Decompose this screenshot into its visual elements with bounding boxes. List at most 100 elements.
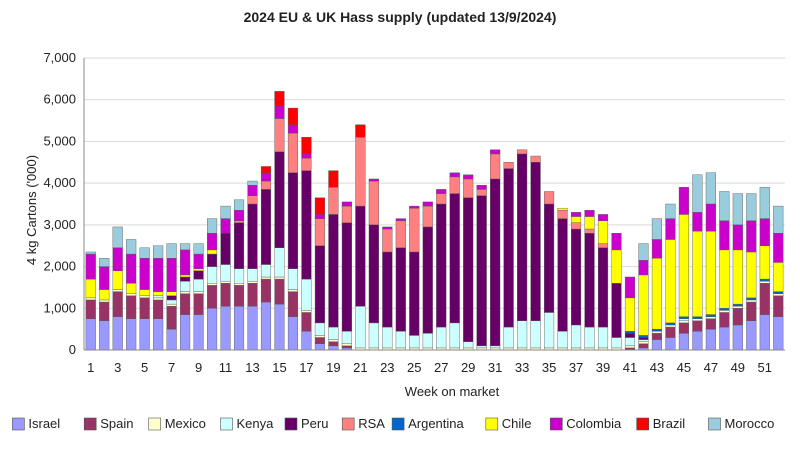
bar-segment-mexico [274, 276, 285, 280]
bar-segment-colombia [287, 124, 299, 134]
y-tick-label: 0 [69, 342, 76, 357]
y-axis-title: 4 kg Cartons ('000) [24, 155, 39, 265]
bar-segment-rsa [490, 153, 501, 180]
bar-segment-chile [139, 289, 150, 296]
bar-segment-chile [99, 289, 110, 301]
bar-segment-mexico [247, 280, 258, 284]
x-tick-label: 5 [141, 360, 148, 375]
bar-segment-peru [449, 193, 460, 324]
bar-segment-kenya [476, 345, 487, 349]
bar-segment-kenya [287, 268, 299, 290]
bar-segment-argentina [624, 331, 636, 334]
bar-segment-peru [166, 295, 177, 301]
legend-swatch [284, 417, 298, 431]
bar-segment-brazil [355, 124, 366, 138]
bar-segment-israel [193, 314, 204, 351]
legend: Israel Spain Mexico Kenya Peru RSA Argentina Ch… [12, 416, 774, 431]
x-tick-label: 21 [353, 360, 367, 375]
bar-segment-spain [759, 283, 770, 315]
x-tick-label: 15 [272, 360, 286, 375]
bar-segment-colombia [153, 258, 164, 292]
x-tick-label: 47 [704, 360, 718, 375]
bar-segment-kenya [624, 337, 636, 347]
x-tick-label: 37 [569, 360, 583, 375]
bar-segment-morocco [705, 172, 716, 205]
bar-segment-spain [705, 318, 716, 330]
bar-segment-israel [773, 316, 784, 351]
bar-segment-kenya [638, 339, 649, 342]
x-tick-label: 45 [677, 360, 691, 375]
bar-segment-morocco [233, 199, 245, 211]
bar-segment-israel [692, 331, 703, 351]
x-tick-label: 33 [515, 360, 529, 375]
bar-segment-peru [638, 337, 649, 340]
bar-segment-kenya [490, 345, 501, 349]
y-tick-label: 2,000 [43, 259, 76, 274]
bar-segment-spain [139, 297, 150, 319]
bar-segment-chile [651, 258, 662, 330]
bar-segment-colombia [247, 185, 258, 196]
bar-segment-kenya [207, 266, 218, 284]
bar-segment-rsa [328, 187, 339, 215]
bar-segment-rsa [355, 137, 366, 207]
bar-segment-peru [193, 270, 204, 280]
bar-segment-israel [166, 328, 177, 351]
bar-segment-kenya [611, 337, 622, 349]
bar-segment-peru [382, 251, 393, 328]
bar-segment-spain [665, 326, 676, 338]
bars [85, 91, 784, 351]
bar-segment-israel [301, 331, 312, 351]
legend-swatch [148, 417, 161, 431]
bar-segment-kenya [436, 326, 447, 349]
bar-segment-morocco [166, 243, 177, 259]
legend-swatch [83, 417, 97, 431]
bar-segment-kenya [449, 322, 460, 349]
bar-segment-peru [584, 232, 595, 328]
bar-segment-chile [180, 274, 191, 278]
bar-segment-mexico [139, 295, 150, 299]
bar-segment-rsa [449, 176, 460, 194]
bar-segment-israel [732, 324, 743, 351]
bar-segment-chile [597, 220, 609, 244]
bar-segment-brazil [301, 137, 312, 155]
bar-segment-morocco [193, 243, 204, 255]
bar-segment-spain [719, 312, 730, 328]
bar-segment-kenya [503, 326, 514, 349]
bar-segment-peru [395, 247, 406, 332]
bar-segment-colombia [638, 260, 649, 276]
bar-segment-peru [314, 245, 325, 324]
bar-segment-mexico [692, 318, 703, 322]
bar-segment-kenya [678, 318, 689, 322]
bar-segment-chile [746, 251, 757, 299]
bar-segment-israel [207, 308, 218, 351]
x-tick-label: 51 [758, 360, 772, 375]
bar-segment-spain [287, 291, 299, 317]
bar-segment-colombia [597, 214, 609, 221]
bar-segment-argentina [773, 291, 784, 294]
bar-segment-peru [544, 203, 555, 313]
bar-segment-kenya [193, 278, 204, 292]
bar-segment-kenya [247, 268, 258, 282]
bar-segment-rsa [341, 205, 352, 223]
bar-segment-kenya [463, 341, 474, 349]
bar-segment-colombia [166, 258, 177, 292]
bar-segment-morocco [85, 251, 96, 255]
bar-segment-spain [314, 337, 325, 344]
bar-segment-rsa [409, 207, 420, 253]
bar-segment-israel [126, 318, 137, 351]
bar-segment-kenya [328, 326, 339, 340]
bar-segment-rsa [597, 243, 609, 248]
bar-segment-kenya [220, 264, 231, 282]
bar-segment-chile [126, 283, 137, 294]
bar-segment-peru [624, 333, 636, 338]
bar-segment-chile [557, 207, 568, 211]
bar-segment-spain [207, 285, 218, 309]
bar-segment-colombia [746, 220, 757, 253]
bar-segment-mexico [260, 276, 272, 280]
x-tick-label: 17 [299, 360, 313, 375]
bar-segment-kenya [260, 264, 272, 278]
bar-segment-chile [624, 297, 636, 332]
bar-segment-rsa [503, 162, 514, 169]
bar-segment-peru [341, 222, 352, 332]
bar-segment-mexico [638, 341, 649, 344]
